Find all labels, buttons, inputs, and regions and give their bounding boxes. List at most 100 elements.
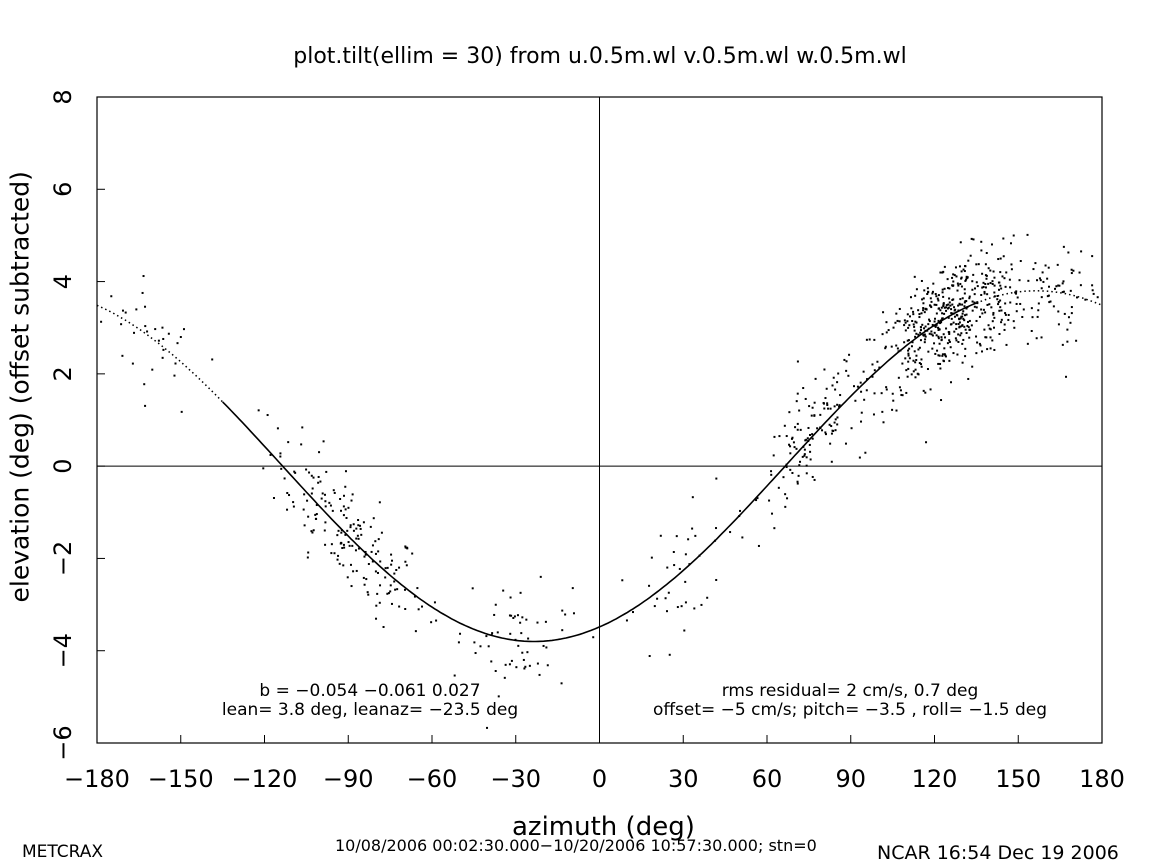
- data-point: [872, 413, 875, 416]
- data-point: [1015, 292, 1018, 295]
- data-point: [338, 562, 341, 565]
- data-point: [907, 352, 910, 355]
- data-point: [923, 289, 926, 292]
- data-point: [934, 352, 937, 355]
- data-point: [262, 467, 265, 470]
- data-point: [945, 309, 948, 312]
- data-point: [913, 329, 916, 332]
- data-point: [1000, 287, 1003, 290]
- data-point: [157, 339, 160, 342]
- data-point: [949, 323, 952, 326]
- y-tick-label: 2: [49, 366, 77, 381]
- data-point: [936, 349, 939, 352]
- data-point: [950, 381, 953, 384]
- data-point: [997, 258, 1000, 261]
- data-point: [517, 644, 520, 647]
- data-point: [952, 273, 955, 276]
- fit-annotation-left: b = −0.054 −0.061 0.027 lean= 3.8 deg, l…: [150, 682, 590, 720]
- fit-curve-solid: [222, 302, 977, 643]
- data-point: [975, 306, 978, 309]
- data-point: [572, 612, 575, 615]
- data-point: [1096, 296, 1099, 299]
- data-point: [989, 328, 992, 331]
- data-point: [908, 315, 911, 318]
- data-point: [811, 406, 814, 409]
- data-point: [971, 365, 974, 368]
- data-point: [930, 330, 933, 333]
- y-tick-label: 4: [49, 274, 77, 289]
- data-point: [923, 311, 926, 314]
- data-point: [958, 326, 961, 329]
- data-point: [898, 320, 901, 323]
- data-point: [396, 588, 399, 591]
- data-point: [1037, 302, 1040, 305]
- data-point: [666, 566, 669, 569]
- data-point: [827, 407, 830, 410]
- y-tick-label: −2: [49, 541, 77, 576]
- data-point: [804, 397, 807, 400]
- data-point: [948, 339, 951, 342]
- data-point: [873, 338, 876, 341]
- data-point: [833, 405, 836, 408]
- data-point: [369, 525, 372, 528]
- data-point: [931, 290, 934, 293]
- data-point: [912, 313, 915, 316]
- data-point: [816, 427, 819, 430]
- data-point: [982, 308, 985, 311]
- data-point: [806, 437, 809, 440]
- data-point: [770, 473, 773, 476]
- data-point: [940, 306, 943, 309]
- data-point: [389, 584, 392, 587]
- data-point: [924, 308, 927, 311]
- data-point: [843, 358, 846, 361]
- data-point: [826, 402, 829, 405]
- data-point: [922, 297, 925, 300]
- data-point: [791, 436, 794, 439]
- data-point: [167, 332, 170, 335]
- data-point: [1031, 316, 1034, 319]
- data-point: [906, 339, 909, 342]
- data-point: [948, 332, 951, 335]
- data-point: [997, 281, 1000, 284]
- data-point: [317, 475, 320, 478]
- data-point: [981, 350, 984, 353]
- data-point: [993, 276, 996, 279]
- data-point: [915, 332, 918, 335]
- data-point: [421, 605, 424, 608]
- data-point: [561, 629, 564, 632]
- data-point: [508, 614, 511, 617]
- data-point: [801, 455, 804, 458]
- data-point: [958, 265, 961, 268]
- data-point: [357, 524, 360, 527]
- data-point: [1047, 266, 1050, 269]
- data-point: [946, 307, 949, 310]
- data-point: [342, 514, 345, 517]
- data-point: [521, 616, 524, 619]
- data-point: [310, 492, 313, 495]
- data-point: [330, 543, 333, 546]
- data-point: [1080, 250, 1083, 253]
- y-tick-label: −4: [49, 633, 77, 668]
- data-point: [974, 287, 977, 290]
- data-point: [790, 437, 793, 440]
- data-point: [965, 300, 968, 303]
- data-point: [933, 342, 936, 345]
- data-point: [941, 354, 944, 357]
- data-point: [344, 470, 347, 473]
- data-point: [684, 553, 687, 556]
- data-point: [1049, 300, 1052, 303]
- data-point: [834, 429, 837, 432]
- data-point: [943, 312, 946, 315]
- x-tick-label: 180: [1079, 765, 1125, 793]
- data-point: [1061, 343, 1064, 346]
- data-point: [985, 336, 988, 339]
- data-point: [1065, 375, 1068, 378]
- data-point: [911, 341, 914, 344]
- data-point: [374, 540, 377, 543]
- data-point: [391, 559, 394, 562]
- data-point: [336, 558, 339, 561]
- data-point: [1040, 296, 1043, 299]
- data-point: [918, 362, 921, 365]
- data-point: [286, 508, 289, 511]
- data-point: [497, 695, 500, 698]
